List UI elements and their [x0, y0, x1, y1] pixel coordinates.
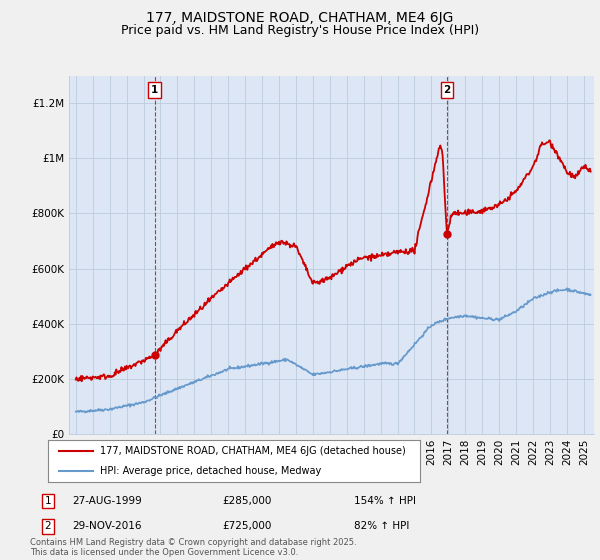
Text: 154% ↑ HPI: 154% ↑ HPI	[354, 496, 416, 506]
Text: 177, MAIDSTONE ROAD, CHATHAM, ME4 6JG (detached house): 177, MAIDSTONE ROAD, CHATHAM, ME4 6JG (d…	[100, 446, 406, 456]
Text: 82% ↑ HPI: 82% ↑ HPI	[354, 521, 409, 531]
Text: 1: 1	[151, 85, 158, 95]
Text: 177, MAIDSTONE ROAD, CHATHAM, ME4 6JG: 177, MAIDSTONE ROAD, CHATHAM, ME4 6JG	[146, 11, 454, 25]
Text: Contains HM Land Registry data © Crown copyright and database right 2025.
This d: Contains HM Land Registry data © Crown c…	[30, 538, 356, 557]
Text: Price paid vs. HM Land Registry's House Price Index (HPI): Price paid vs. HM Land Registry's House …	[121, 24, 479, 37]
Text: 1: 1	[44, 496, 52, 506]
Text: £725,000: £725,000	[222, 521, 271, 531]
Text: 27-AUG-1999: 27-AUG-1999	[72, 496, 142, 506]
Text: 2: 2	[443, 85, 451, 95]
Text: 29-NOV-2016: 29-NOV-2016	[72, 521, 142, 531]
Text: HPI: Average price, detached house, Medway: HPI: Average price, detached house, Medw…	[100, 466, 322, 476]
Text: £285,000: £285,000	[222, 496, 271, 506]
Text: 2: 2	[44, 521, 52, 531]
